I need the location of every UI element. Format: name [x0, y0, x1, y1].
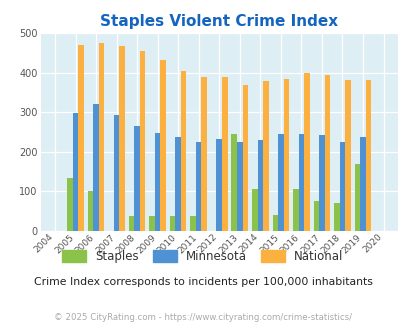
Bar [160, 60, 166, 231]
Bar [119, 46, 125, 231]
Bar [98, 43, 104, 231]
Legend: Staples, Minnesota, National: Staples, Minnesota, National [58, 245, 347, 268]
Bar [113, 115, 119, 231]
Bar [149, 216, 154, 231]
Bar [354, 164, 359, 231]
Bar [237, 142, 242, 231]
Bar [298, 134, 303, 231]
Bar [333, 203, 339, 231]
Bar [78, 45, 83, 231]
Bar [231, 134, 237, 231]
Bar [344, 80, 350, 231]
Bar [190, 216, 196, 231]
Bar [87, 191, 93, 231]
Bar [181, 71, 186, 231]
Bar [252, 189, 257, 231]
Bar [154, 133, 160, 231]
Bar [201, 77, 207, 231]
Bar [277, 134, 283, 231]
Bar [272, 215, 277, 231]
Bar [324, 75, 329, 231]
Bar [134, 126, 140, 231]
Bar [257, 140, 262, 231]
Bar [93, 104, 98, 231]
Bar [72, 113, 78, 231]
Bar [216, 139, 222, 231]
Bar [292, 189, 298, 231]
Title: Staples Violent Crime Index: Staples Violent Crime Index [100, 14, 337, 29]
Bar [339, 142, 344, 231]
Bar [283, 79, 288, 231]
Bar [169, 216, 175, 231]
Bar [359, 137, 365, 231]
Bar [222, 77, 227, 231]
Text: © 2025 CityRating.com - https://www.cityrating.com/crime-statistics/: © 2025 CityRating.com - https://www.city… [54, 313, 351, 322]
Bar [140, 51, 145, 231]
Bar [303, 73, 309, 231]
Bar [242, 85, 247, 231]
Bar [365, 80, 371, 231]
Bar [175, 137, 181, 231]
Bar [128, 216, 134, 231]
Bar [313, 201, 318, 231]
Bar [67, 178, 72, 231]
Text: Crime Index corresponds to incidents per 100,000 inhabitants: Crime Index corresponds to incidents per… [34, 278, 371, 287]
Bar [262, 81, 268, 231]
Bar [196, 142, 201, 231]
Bar [318, 135, 324, 231]
